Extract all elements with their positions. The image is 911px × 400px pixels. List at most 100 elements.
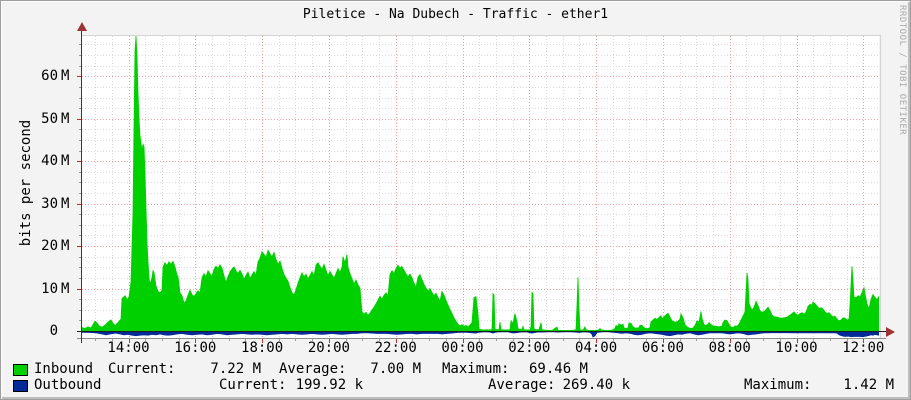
tick-mark [362, 339, 363, 341]
tick-mark [696, 339, 697, 341]
tick-mark [613, 339, 614, 341]
legend-row-outbound: Outbound Current: 199.92 k Average: 269.… [1, 378, 910, 394]
y-tick-label: 10 M [41, 280, 70, 297]
tick-mark [830, 339, 831, 341]
x-tick-label: 16:00 [174, 340, 217, 356]
tick-mark [79, 310, 81, 311]
legend-row-inbound: Inbound Current: 7.22 M Average: 7.00 M … [1, 362, 910, 378]
tick-mark [863, 339, 864, 343]
tick-mark [646, 339, 647, 341]
x-tick-label: 12:00 [842, 340, 885, 356]
tick-mark [596, 339, 597, 343]
x-tick-label: 04:00 [575, 340, 618, 356]
tick-mark [295, 339, 296, 341]
tick-mark [563, 339, 564, 341]
outbound-average-value: 269.40 k [562, 377, 630, 393]
x-axis-arrow-icon [886, 327, 895, 337]
y-axis-line [81, 28, 82, 343]
tick-mark [496, 339, 497, 341]
tick-mark [162, 339, 163, 341]
tick-mark [262, 339, 263, 343]
tick-mark [680, 339, 681, 341]
inbound-label: Inbound [34, 361, 94, 377]
tick-mark [95, 339, 96, 341]
x-tick-label: 18:00 [241, 340, 284, 356]
x-tick-label: 00:00 [441, 340, 484, 356]
inbound-average-value: 7.00 M [370, 361, 421, 377]
tick-mark [145, 339, 146, 341]
tick-mark [312, 339, 313, 341]
x-tick-label: 20:00 [307, 340, 350, 356]
tick-mark [79, 320, 81, 321]
tick-mark [730, 339, 731, 343]
y-tick-label: 0 [49, 323, 58, 339]
tick-mark [79, 257, 81, 258]
canvas-border-top [81, 35, 880, 36]
inbound-current-label: Current: [108, 361, 176, 377]
tick-mark [79, 44, 81, 45]
tick-mark [77, 289, 81, 290]
tick-mark [77, 161, 81, 162]
tick-mark [412, 339, 413, 341]
outbound-current-value: 199.92 k [295, 377, 363, 393]
tick-mark [77, 76, 81, 77]
tick-mark [579, 339, 580, 341]
tick-mark [546, 339, 547, 341]
tick-mark [529, 339, 530, 343]
x-tick-label: 06:00 [641, 340, 684, 356]
tick-mark [129, 339, 130, 343]
tick-mark [446, 339, 447, 341]
tick-mark [79, 214, 81, 215]
tick-mark [79, 235, 81, 236]
traffic-plot [82, 36, 879, 338]
tick-mark [79, 299, 81, 300]
x-tick-label: 02:00 [508, 340, 551, 356]
y-tick-label: 30 M [41, 195, 70, 212]
y-tick-label: 20 M [41, 238, 70, 255]
tick-mark [79, 151, 81, 152]
tick-mark [79, 182, 81, 183]
tick-mark [797, 339, 798, 343]
tick-mark [77, 246, 81, 247]
tick-mark [346, 339, 347, 341]
x-tick-label: 10:00 [775, 340, 818, 356]
tick-mark [813, 339, 814, 341]
x-tick-label: 14:00 [107, 340, 150, 356]
inbound-maximum-label: Maximum: [442, 361, 510, 377]
rrdtool-watermark: RRDTOOL / TOBI OETIKER [897, 5, 907, 136]
x-tick-label: 22:00 [374, 340, 417, 356]
tick-mark [79, 278, 81, 279]
x-tick-label: 08:00 [708, 340, 751, 356]
outbound-current-label: Current: [219, 377, 287, 393]
tick-mark [77, 119, 81, 120]
tick-mark [746, 339, 747, 341]
tick-mark [195, 339, 196, 343]
inbound-current-value: 7.22 M [210, 361, 261, 377]
y-tick-label: 40 M [41, 153, 70, 170]
tick-mark [329, 339, 330, 343]
outbound-maximum-value: 1.42 M [843, 377, 894, 393]
tick-mark [429, 339, 430, 341]
tick-mark [79, 108, 81, 109]
tick-mark [79, 140, 81, 141]
inbound-average-label: Average: [279, 361, 347, 377]
inbound-swatch [13, 364, 28, 376]
tick-mark [279, 339, 280, 341]
outbound-label: Outbound [34, 377, 102, 393]
tick-mark [179, 339, 180, 341]
tick-mark [463, 339, 464, 343]
tick-mark [763, 339, 764, 341]
y-tick-label: 60 M [41, 68, 70, 85]
tick-mark [112, 339, 113, 341]
plot-canvas [82, 36, 879, 338]
outbound-average-label: Average: [488, 377, 556, 393]
tick-mark [79, 98, 81, 99]
tick-mark [229, 339, 230, 341]
tick-mark [212, 339, 213, 341]
tick-mark [79, 129, 81, 130]
outbound-maximum-label: Maximum: [744, 377, 812, 393]
y-axis-arrow-icon [77, 22, 87, 31]
x-axis-line [77, 331, 886, 332]
tick-mark [396, 339, 397, 343]
